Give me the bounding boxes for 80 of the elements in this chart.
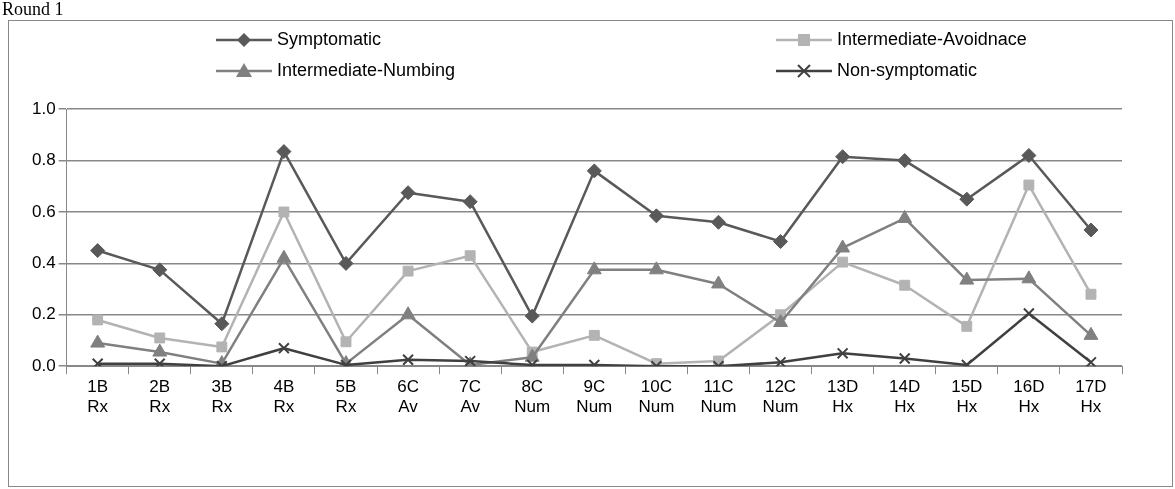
point [959,271,975,285]
x-tick-label: 5B Rx [335,377,357,417]
point [214,316,230,332]
x-tick-label: 13D Hx [827,377,859,417]
point [400,185,416,201]
point [835,149,851,165]
x-tick-label: 12C Num [762,377,799,417]
x-tick-label: 15D Hx [951,377,983,417]
point [338,255,354,271]
point [216,341,228,353]
point [898,352,911,365]
x-tick-label: 17D Hx [1075,377,1107,417]
point [464,250,476,262]
point [648,208,664,224]
y-tick-label: 0.2 [31,304,56,324]
point [648,261,664,275]
x-tick-label: 2B Rx [149,377,171,417]
point [152,343,168,357]
point [92,314,104,326]
point [837,256,849,268]
legend-label: Symptomatic [277,29,382,50]
legend-label: Intermediate-Avoidnace [837,29,1027,50]
point [774,356,787,367]
y-tick-label: 0.8 [31,150,56,170]
x-tick-label: 11C Num [700,377,737,417]
y-tick-label: 0.4 [31,253,56,273]
point [586,163,602,179]
point [154,332,166,344]
point [710,214,726,230]
point [835,239,851,253]
point [277,342,290,355]
point [1022,307,1035,320]
point [897,153,913,169]
point [961,320,973,332]
point [90,243,106,259]
point [773,314,788,328]
point [1023,179,1035,191]
point [276,144,292,160]
point [959,191,975,207]
x-tick-label: 9C Num [576,377,613,417]
y-tick-label: 0.6 [31,201,56,221]
point [524,308,540,324]
point [711,275,726,289]
point [1085,288,1097,300]
x-tick-label: 3B Rx [211,377,233,417]
point [899,279,911,291]
point [1083,222,1099,238]
point [402,353,415,366]
point [462,194,478,210]
legend-label: Non-symptomatic [837,60,978,81]
y-tick-label: 1.0 [31,98,56,118]
x-tick-label: 16D Hx [1013,377,1045,417]
point [836,347,849,360]
point [402,265,414,277]
point [1021,147,1037,163]
x-tick-label: 14D Hx [889,377,921,417]
point [400,306,416,320]
x-tick-label: 10C Num [638,377,675,417]
point [90,334,106,348]
point [524,348,540,362]
point [773,234,789,250]
point [278,206,290,218]
x-tick-label: 7C Av [459,377,482,417]
point [152,262,168,278]
x-tick-label: 6C Av [397,377,419,417]
point [91,357,104,367]
point [586,261,602,275]
point [1021,270,1037,284]
x-tick-label: 1B Rx [87,377,109,417]
x-tick-label: 4B Rx [273,377,295,417]
point [276,249,292,263]
x-tick-label: 8C Num [514,377,551,417]
legend-label: Intermediate-Numbing [277,60,456,81]
chart-title: Round 1 [2,0,64,19]
point [153,357,166,367]
point [588,329,600,341]
point [1085,356,1097,367]
point [340,336,352,348]
y-tick-label: 0.0 [31,355,56,375]
point [1083,326,1099,340]
